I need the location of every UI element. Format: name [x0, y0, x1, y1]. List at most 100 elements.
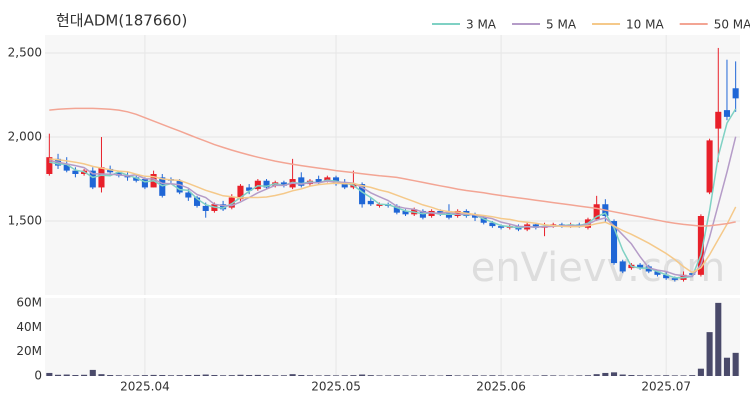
- volume-bar: [307, 375, 313, 376]
- candle-body: [98, 167, 104, 187]
- volume-bar: [394, 375, 400, 376]
- volume-bar: [263, 375, 269, 376]
- volume-bar: [81, 375, 87, 376]
- volume-bar: [142, 375, 148, 376]
- volume-bar: [446, 375, 452, 376]
- volume-bar: [281, 375, 287, 376]
- volume-bar: [333, 375, 339, 376]
- volume-bar: [628, 375, 634, 376]
- chart-title: 현대ADM(187660): [56, 12, 187, 30]
- x-tick-label: 2025.06: [476, 380, 526, 394]
- candle-body: [620, 261, 626, 271]
- legend-label: 10 MA: [626, 18, 664, 32]
- volume-bar: [680, 375, 686, 376]
- volume-bar: [46, 373, 52, 376]
- volume-tick-label: 20M: [16, 344, 42, 358]
- volume-bar: [455, 375, 461, 376]
- volume-bar: [672, 375, 678, 376]
- volume-bar: [402, 375, 408, 376]
- volume-bar: [594, 374, 600, 376]
- candle-body: [724, 110, 730, 117]
- x-tick-label: 2025.07: [641, 380, 691, 394]
- volume-bar: [359, 375, 365, 376]
- legend-label: 3 MA: [466, 18, 497, 32]
- volume-tick-label: 40M: [16, 320, 42, 334]
- volume-bar: [602, 373, 608, 376]
- volume-bar: [98, 374, 104, 376]
- volume-bar: [368, 375, 374, 376]
- volume-bar: [550, 375, 556, 376]
- volume-bar: [159, 375, 165, 376]
- watermark: enVievv.com: [471, 245, 726, 291]
- volume-bar: [151, 375, 157, 376]
- x-tick-label: 2025.05: [311, 380, 361, 394]
- volume-bar: [654, 375, 660, 376]
- volume-bar: [194, 375, 200, 376]
- volume-bar: [55, 375, 61, 376]
- volume-bar: [637, 375, 643, 376]
- volume-tick-label: 60M: [16, 295, 42, 309]
- candle-body: [177, 181, 183, 193]
- volume-bar: [376, 375, 382, 376]
- volume-bar: [237, 375, 243, 376]
- volume-bar: [411, 375, 417, 376]
- candle-body: [707, 140, 713, 192]
- volume-bar: [715, 303, 721, 376]
- y-tick-label: 2,500: [8, 45, 42, 59]
- volume-bar: [663, 375, 669, 376]
- volume-bar: [707, 332, 713, 376]
- candle-body: [368, 201, 374, 204]
- y-tick-label: 2,000: [8, 130, 42, 144]
- volume-bar: [472, 375, 478, 376]
- volume-bar: [211, 375, 217, 376]
- volume-bar: [324, 375, 330, 376]
- volume-bar: [290, 374, 296, 376]
- volume-bar: [498, 375, 504, 376]
- volume-bar: [168, 375, 174, 376]
- volume-bar: [272, 375, 278, 376]
- candle-body: [715, 112, 721, 129]
- volume-bar: [229, 375, 235, 376]
- candle-body: [203, 206, 209, 211]
- volume-bar: [689, 375, 695, 376]
- volume-bar: [177, 375, 183, 376]
- volume-bar: [489, 375, 495, 376]
- volume-bar: [185, 375, 191, 376]
- volume-bar: [107, 375, 113, 376]
- volume-bar: [385, 375, 391, 376]
- volume-bar: [116, 375, 122, 376]
- volume-bar: [124, 375, 130, 376]
- volume-bar: [541, 375, 547, 376]
- volume-bar: [733, 353, 739, 376]
- legend-label: 5 MA: [546, 18, 577, 32]
- volume-bar: [585, 375, 591, 376]
- volume-bar: [90, 370, 96, 376]
- volume-bar: [646, 375, 652, 376]
- x-tick-label: 2025.04: [120, 380, 170, 394]
- volume-bar: [429, 375, 435, 376]
- volume-bar: [481, 375, 487, 376]
- legend-label: 50 MA: [714, 18, 750, 32]
- volume-bar: [620, 375, 626, 376]
- candle-body: [733, 88, 739, 98]
- volume-bar: [72, 375, 78, 376]
- volume-bar: [220, 375, 226, 376]
- volume-bar: [611, 372, 617, 376]
- volume-bar: [420, 375, 426, 376]
- volume-bar: [698, 369, 704, 376]
- volume-bar: [255, 375, 261, 376]
- volume-bar: [350, 375, 356, 376]
- volume-bar: [463, 375, 469, 376]
- volume-bar: [342, 375, 348, 376]
- volume-bar: [133, 375, 139, 376]
- volume-bar: [203, 375, 209, 376]
- volume-bar: [64, 375, 70, 376]
- volume-bar: [724, 358, 730, 376]
- volume-bar: [298, 375, 304, 376]
- volume-bar: [246, 375, 252, 376]
- volume-bar: [515, 375, 521, 376]
- volume-bar: [576, 375, 582, 376]
- volume-bar: [316, 375, 322, 376]
- y-tick-label: 1,500: [8, 214, 42, 228]
